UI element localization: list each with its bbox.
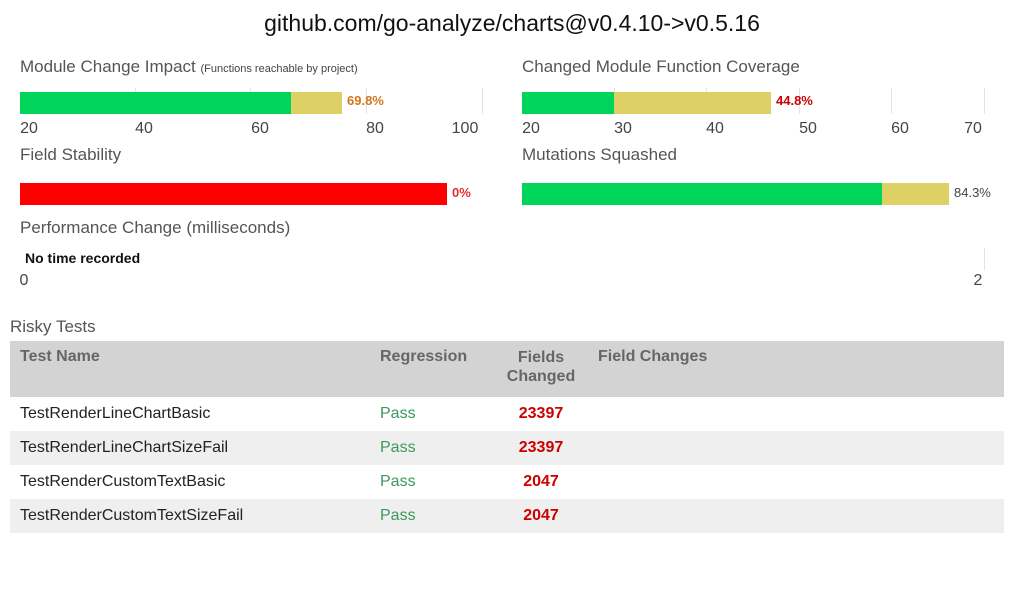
- mutations-label: Mutations Squashed: [522, 145, 677, 164]
- test-name-cell: TestRenderLineChartBasic: [20, 405, 211, 422]
- module-impact-label: Module Change Impact (Functions reachabl…: [20, 57, 358, 76]
- field-stability-pct: 0%: [452, 185, 471, 200]
- fields-changed-cell: 23397: [518, 439, 564, 456]
- page-title: github.com/go-analyze/charts@v0.4.10->v0…: [264, 10, 760, 36]
- fields-changed-cell: 2047: [523, 507, 559, 524]
- field-stability-label: Field Stability: [20, 145, 122, 164]
- field-changes-cell: [588, 499, 1004, 533]
- regression-cell: Pass: [380, 507, 416, 524]
- function-coverage-pct: 44.8%: [776, 93, 813, 108]
- table-row: TestRenderCustomTextBasic Pass 2047: [10, 465, 1004, 499]
- performance-label: Performance Change (milliseconds): [20, 218, 291, 237]
- axis-tick: 100: [451, 120, 479, 137]
- module-impact-sublabel: (Functions reachable by project): [200, 63, 358, 75]
- axis-tick: 60: [891, 120, 909, 137]
- gridline: [984, 248, 985, 270]
- module-impact-bar-yellow: [291, 92, 342, 114]
- axis-tick: 60: [251, 120, 269, 137]
- test-name-cell: TestRenderCustomTextSizeFail: [20, 507, 244, 524]
- axis-tick: 30: [614, 120, 632, 137]
- no-time-message: No time recorded: [25, 250, 141, 266]
- field-stability-bar: [20, 183, 447, 205]
- table-row: TestRenderLineChartSizeFail Pass 23397: [10, 431, 1004, 465]
- function-coverage-label: Changed Module Function Coverage: [522, 57, 800, 76]
- function-coverage-bar-yellow: [614, 92, 771, 114]
- header-regression: Regression: [380, 348, 468, 365]
- function-coverage-bar-green: [522, 92, 614, 114]
- mutations-bar-yellow: [882, 183, 949, 205]
- gridline: [366, 88, 367, 114]
- regression-cell: Pass: [380, 405, 416, 422]
- axis-tick: 50: [799, 120, 817, 137]
- gridline: [482, 88, 483, 114]
- axis-tick: 40: [706, 120, 724, 137]
- test-name-cell: TestRenderLineChartSizeFail: [20, 439, 229, 456]
- module-impact-pct: 69.8%: [347, 93, 384, 108]
- regression-cell: Pass: [380, 473, 416, 490]
- risky-tests-table: Test Name Regression Fields Changed Field…: [10, 341, 1004, 533]
- header-test-name: Test Name: [20, 348, 100, 365]
- axis-tick: 20: [522, 120, 540, 137]
- axis-tick: 2: [973, 272, 983, 289]
- table-row: TestRenderLineChartBasic Pass 23397: [10, 397, 1004, 431]
- test-name-cell: TestRenderCustomTextBasic: [20, 473, 226, 490]
- regression-cell: Pass: [380, 439, 416, 456]
- table-header-row: Test Name Regression Fields Changed Field…: [10, 341, 1004, 397]
- mutations-bar-green: [522, 183, 882, 205]
- fields-changed-cell: 2047: [523, 473, 559, 490]
- axis-tick: 20: [20, 120, 38, 137]
- fields-changed-cell: 23397: [518, 405, 564, 422]
- field-changes-cell: [588, 431, 1004, 465]
- header-fields-changed: Fields Changed: [506, 349, 576, 385]
- axis-tick: 70: [964, 120, 982, 137]
- module-impact-bar-green: [20, 92, 291, 114]
- axis-tick: 80: [366, 120, 384, 137]
- axis-tick: 0: [19, 272, 29, 289]
- mutations-pct: 84.3%: [954, 185, 991, 200]
- gridline: [984, 88, 985, 114]
- header-field-changes: Field Changes: [598, 348, 708, 365]
- field-changes-cell: [588, 397, 1004, 431]
- gridline: [799, 88, 800, 114]
- field-changes-cell: [588, 465, 1004, 499]
- risky-tests-label: Risky Tests: [10, 317, 96, 336]
- gridline: [891, 88, 892, 114]
- axis-tick: 40: [135, 120, 153, 137]
- table-row: TestRenderCustomTextSizeFail Pass 2047: [10, 499, 1004, 533]
